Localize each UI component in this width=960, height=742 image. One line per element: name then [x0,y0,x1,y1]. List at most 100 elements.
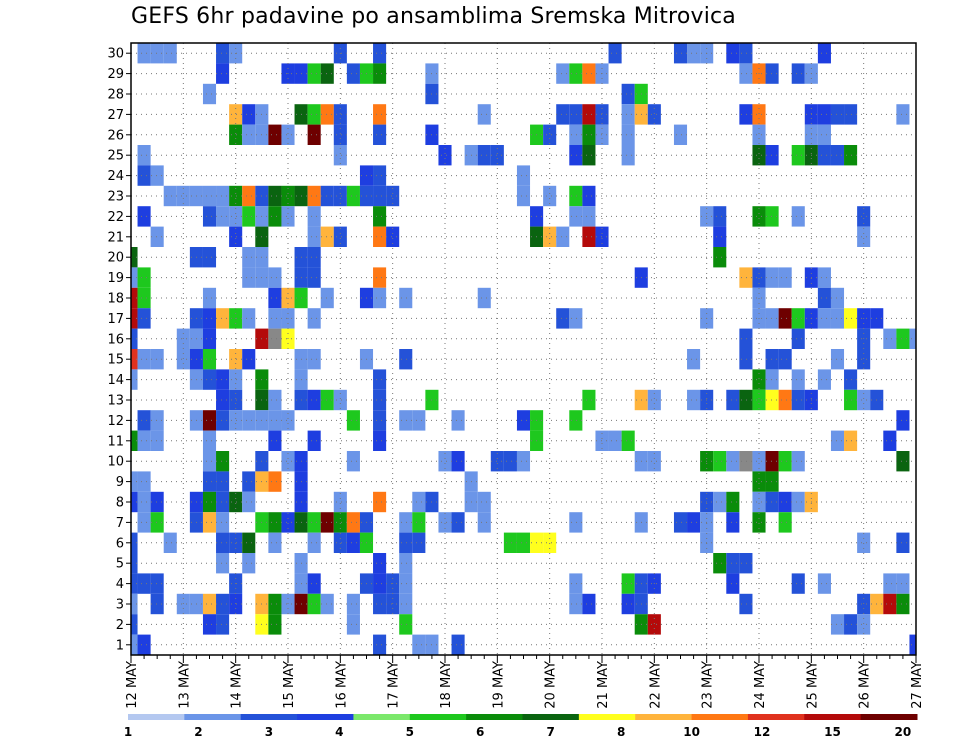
heatmap-cell [687,512,701,533]
heatmap-cell [281,512,295,533]
heatmap-cell [621,124,635,145]
heatmap-cell [909,328,916,349]
heatmap-cell [844,145,858,166]
heatmap-cell [883,593,897,615]
heatmap-cell [137,430,151,451]
heatmap-cell [137,165,151,186]
heatmap-cells [131,43,916,655]
heatmap-cell [229,349,243,370]
heatmap-cell [582,63,596,84]
heatmap-cell [778,267,792,288]
heatmap-cell [307,308,321,329]
heatmap-cell [621,573,635,594]
heatmap-cell [569,410,583,431]
heatmap-cell [307,349,321,370]
heatmap-cell [131,267,138,288]
heatmap-cell [791,328,805,349]
heatmap-cell [543,226,557,247]
colorbar-label: 7 [546,725,554,739]
heatmap-cell [752,124,766,145]
heatmap-cell [346,512,360,533]
heatmap-cell [216,451,230,472]
heatmap-cell [713,247,727,268]
x-tick-label: 17 MAY [387,661,402,709]
heatmap-cell [765,267,779,288]
colorbar-segment [128,714,185,720]
heatmap-cell [752,267,766,288]
heatmap-cell [739,553,753,574]
heatmap-cell [673,512,688,533]
heatmap-cell [229,185,243,207]
y-tick-label: 3 [116,598,124,613]
heatmap-cell [150,491,164,513]
heatmap-cell [202,349,217,370]
heatmap-cell [137,287,151,309]
y-tick-label: 12 [107,414,124,429]
heatmap-cell [229,369,243,390]
heatmap-cell [229,226,243,247]
colorbar-segment [353,714,411,720]
heatmap-cell [307,389,321,411]
heatmap-cell [320,104,334,125]
heatmap-cell [307,593,321,615]
heatmap-cell [817,104,831,125]
colorbar-segment [804,714,862,720]
heatmap-cell [687,389,701,411]
heatmap-cell [373,104,387,125]
heatmap-cell [216,308,230,329]
heatmap-cell [412,634,426,655]
heatmap-cell [386,226,400,247]
colorbar-label: 2 [194,725,202,739]
heatmap-cell [791,308,805,329]
heatmap-cell [373,553,387,574]
heatmap-cell [451,634,465,655]
heatmap-cell [569,104,583,125]
heatmap-cell [268,430,282,451]
heatmap-cell [131,553,138,574]
heatmap-cell [373,206,387,227]
heatmap-cell [373,634,387,655]
heatmap-cell [163,185,177,207]
y-tick-label: 18 [107,292,124,307]
heatmap-cell [844,369,858,390]
heatmap-cell [373,593,387,615]
y-tick-label: 16 [107,332,124,347]
heatmap-cell [150,226,164,247]
heatmap-cell [216,369,230,390]
heatmap-cell [621,430,635,451]
heatmap-cell [229,410,243,431]
heatmap-cell [752,512,766,533]
y-tick-label: 10 [107,455,124,470]
colorbar-label: 5 [406,725,414,739]
heatmap-cell [131,491,138,513]
x-tick-label: 13 MAY [177,661,192,709]
colorbar-label: 3 [265,725,273,739]
heatmap-cell [896,532,910,553]
heatmap-cell [582,145,596,166]
x-axis: 12 MAY 13 MAY 14 MAY 15 MAY 16 MAY 17 MAY 18 M… [125,655,925,709]
heatmap-cell [242,491,256,513]
heatmap-cell [131,614,138,635]
heatmap-cell [556,104,570,125]
heatmap-cell [333,226,347,247]
heatmap-cell [307,124,321,145]
heatmap-cell [778,308,792,329]
colorbar-segment [184,714,242,720]
heatmap-cell [202,247,217,268]
x-tick-label: 26 MAY [858,661,873,709]
heatmap-cell [726,451,740,472]
heatmap-cell [582,226,596,247]
heatmap-cell [647,389,661,411]
heatmap-cell [765,145,779,166]
heatmap-cell [543,185,557,207]
heatmap-cell [307,267,321,288]
heatmap-cell [131,369,138,390]
y-tick-label: 14 [107,373,124,388]
y-tick-label: 11 [107,434,124,449]
heatmap-cell [320,593,334,615]
x-tick-label: 18 MAY [439,661,454,709]
y-tick-label: 2 [116,618,124,633]
y-tick-label: 7 [116,516,124,531]
colorbar-label: 20 [895,725,912,739]
colorbar-label: 6 [476,725,484,739]
